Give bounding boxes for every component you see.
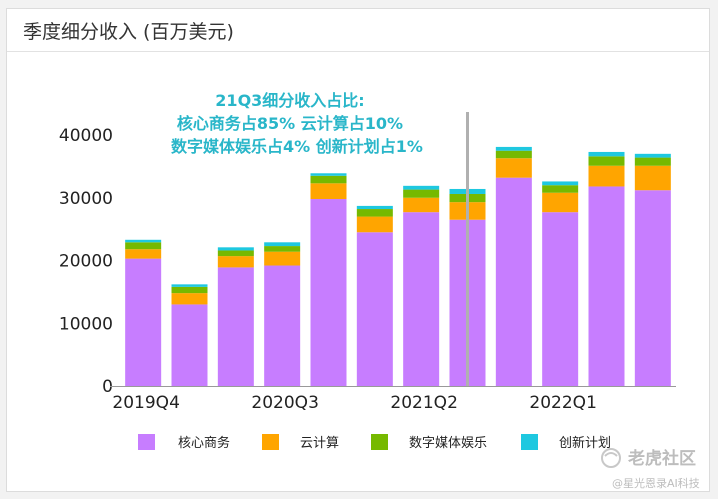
- bar-segment: [403, 197, 440, 213]
- bar-segment: [588, 156, 625, 166]
- annotation: 21Q3细分收入占比: 核心商务占85% 云计算占10% 数字媒体娱乐占4% 创新计…: [171, 91, 469, 386]
- bar-segment: [217, 250, 254, 257]
- y-axis: 0 10000 20000 30000 40000: [59, 126, 113, 397]
- x-tick-label: 2019Q4: [112, 393, 179, 413]
- legend-swatch: [262, 434, 279, 450]
- bar-segment: [264, 242, 301, 247]
- y-tick-label: 30000: [59, 189, 113, 209]
- watermark: 老虎社区 @星光恩录AI科技: [601, 448, 700, 490]
- bar-stack: [171, 284, 208, 386]
- legend-label: 数字媒体娱乐: [409, 436, 487, 451]
- legend-item[interactable]: 创新计划: [521, 434, 611, 451]
- bar-segment: [634, 165, 671, 191]
- bar-segment: [403, 189, 440, 198]
- legend-swatch: [521, 434, 538, 450]
- watermark-logo-icon: [601, 448, 621, 468]
- bar-segment: [125, 249, 162, 259]
- bar-segment: [356, 205, 393, 210]
- legend-swatch: [371, 434, 388, 450]
- bar-stack: [542, 181, 579, 386]
- bar-segment: [403, 185, 440, 190]
- bar-segment: [310, 199, 347, 386]
- x-tick-label: 2020Q3: [251, 393, 318, 413]
- bar-segment: [588, 186, 625, 386]
- bar-segment: [310, 175, 347, 184]
- bar-segment: [125, 242, 162, 250]
- y-tick-label: 0: [102, 377, 113, 397]
- y-tick-label: 20000: [59, 252, 113, 272]
- bar-segment: [171, 304, 208, 386]
- bar-segment: [403, 212, 440, 386]
- bar-segment: [542, 181, 579, 186]
- legend-swatch: [138, 434, 155, 450]
- bar-segment: [310, 173, 347, 176]
- bar-stack: [495, 146, 532, 386]
- bar-segment: [495, 146, 532, 151]
- legend: 核心商务 云计算 数字媒体娱乐 创新计划: [138, 434, 611, 451]
- bar-segment: [264, 265, 301, 386]
- annotation-text: 数字媒体娱乐占4% 创新计划占1%: [171, 137, 423, 156]
- legend-label: 创新计划: [559, 435, 611, 451]
- bar-segment: [542, 185, 579, 193]
- x-tick-label: 2021Q2: [390, 393, 457, 413]
- annotation-text: 21Q3细分收入占比:: [215, 91, 364, 110]
- bar-stack: [403, 185, 440, 386]
- watermark-subtext: @星光恩录AI科技: [612, 476, 700, 490]
- bar-stack: [634, 153, 671, 386]
- bar-segment: [634, 157, 671, 166]
- bar-segment: [217, 256, 254, 268]
- bar-stack: [310, 173, 347, 386]
- bar-segment: [588, 165, 625, 187]
- card-title: 季度细分收入 (百万美元): [7, 9, 709, 52]
- bar-segment: [217, 267, 254, 386]
- legend-label: 核心商务: [178, 435, 230, 451]
- bar-segment: [495, 150, 532, 159]
- bar-segment: [171, 284, 208, 287]
- y-tick-label: 40000: [59, 126, 113, 146]
- legend-item[interactable]: 数字媒体娱乐: [371, 434, 487, 451]
- legend-label: 云计算: [300, 436, 339, 451]
- bars-group: [125, 146, 671, 386]
- bar-segment: [264, 251, 301, 266]
- legend-item[interactable]: 核心商务: [138, 434, 230, 451]
- bar-segment: [542, 192, 579, 213]
- bar-segment: [310, 183, 347, 200]
- bar-segment: [264, 246, 301, 252]
- watermark-text: 老虎社区: [627, 448, 696, 469]
- bar-stack: [125, 239, 162, 386]
- bar-segment: [588, 151, 625, 157]
- legend-item[interactable]: 云计算: [262, 434, 339, 451]
- bar-stack: [264, 242, 301, 386]
- bar-segment: [356, 209, 393, 217]
- bar-segment: [634, 190, 671, 386]
- bar-segment: [495, 177, 532, 386]
- bar-stack: [356, 205, 393, 386]
- x-tick-label: 2022Q1: [529, 393, 596, 413]
- bar-stack: [217, 247, 254, 386]
- annotation-text: 核心商务占85% 云计算占10%: [177, 114, 403, 133]
- x-axis: 2019Q4 2020Q3 2021Q2 2022Q1: [110, 386, 676, 413]
- bar-segment: [634, 153, 671, 158]
- bar-segment: [356, 232, 393, 386]
- bar-segment: [125, 239, 162, 243]
- bar-segment: [495, 158, 532, 178]
- bar-segment: [356, 216, 393, 233]
- bar-segment: [542, 212, 579, 386]
- bar-segment: [171, 293, 208, 305]
- bar-stack: [588, 151, 625, 386]
- bar-segment: [171, 286, 208, 294]
- y-tick-label: 10000: [59, 314, 113, 334]
- bar-segment: [217, 247, 254, 251]
- bar-segment: [125, 258, 162, 386]
